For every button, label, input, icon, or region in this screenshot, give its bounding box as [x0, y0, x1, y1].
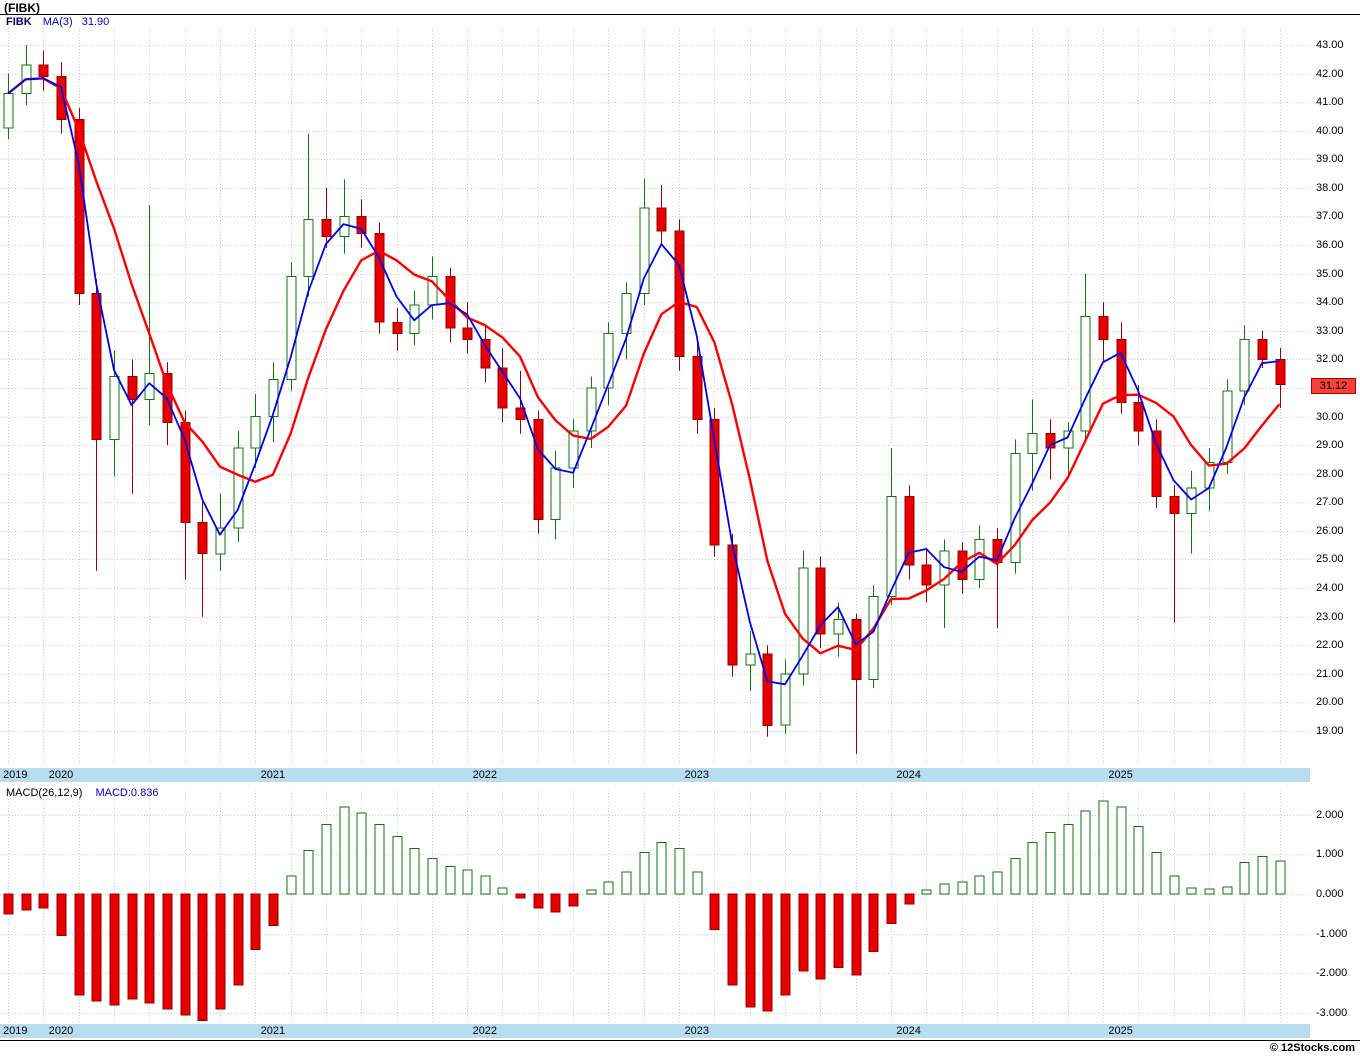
x-axis-year-label: 2020	[48, 769, 74, 781]
x-axis-year-label: 2020	[48, 1025, 74, 1037]
x-axis-year-label: 2025	[1108, 1025, 1133, 1037]
x-axis-year-label: 2022	[472, 769, 498, 781]
ma-slow-line	[7, 77, 1281, 655]
price-legend: FIBK MA(3) 31.90	[6, 16, 115, 28]
macd-params-label: MACD(26,12,9)	[6, 787, 83, 799]
legend-symbol: FIBK	[6, 16, 32, 28]
x-axis-year-label: 2019	[3, 1025, 28, 1037]
x-axis-year-label: 2021	[260, 1025, 286, 1037]
x-axis-year-label: 2025	[1108, 769, 1133, 781]
x-axis-year-label: 2023	[684, 769, 709, 781]
page-title: (FIBK)	[4, 1, 40, 15]
x-axis-year-label: 2019	[3, 769, 28, 781]
x-axis-year-label: 2023	[684, 1025, 709, 1037]
x-axis-band-bottom: 2019 2020 2021 2022 2023 2024 2025	[0, 1024, 1310, 1038]
ma-fast-line	[7, 77, 1280, 686]
macd-legend: MACD(26,12,9) MACD:0.836	[6, 787, 168, 799]
x-axis-band-top: 2019 2020 2021 2022 2023 2024 2025	[0, 768, 1310, 782]
copyright-link[interactable]: © 12Stocks.com	[1269, 1042, 1355, 1054]
footer-divider	[0, 1040, 1360, 1041]
macd-histogram	[3, 800, 1286, 1022]
gridlines	[0, 28, 1310, 1022]
macd-value-label: MACD:0.836	[95, 787, 159, 799]
x-axis-year-label: 2022	[472, 1025, 498, 1037]
legend-ma-label: MA(3)	[42, 16, 73, 28]
x-axis-year-label: 2024	[896, 1025, 921, 1037]
candles-layer	[3, 45, 1286, 754]
x-axis-year-label: 2021	[260, 769, 286, 781]
legend-ma-value: 31.90	[81, 16, 110, 28]
header-divider	[0, 14, 1360, 15]
last-price-tag: 31.12	[1311, 377, 1356, 394]
x-axis-year-label: 2024	[896, 769, 921, 781]
